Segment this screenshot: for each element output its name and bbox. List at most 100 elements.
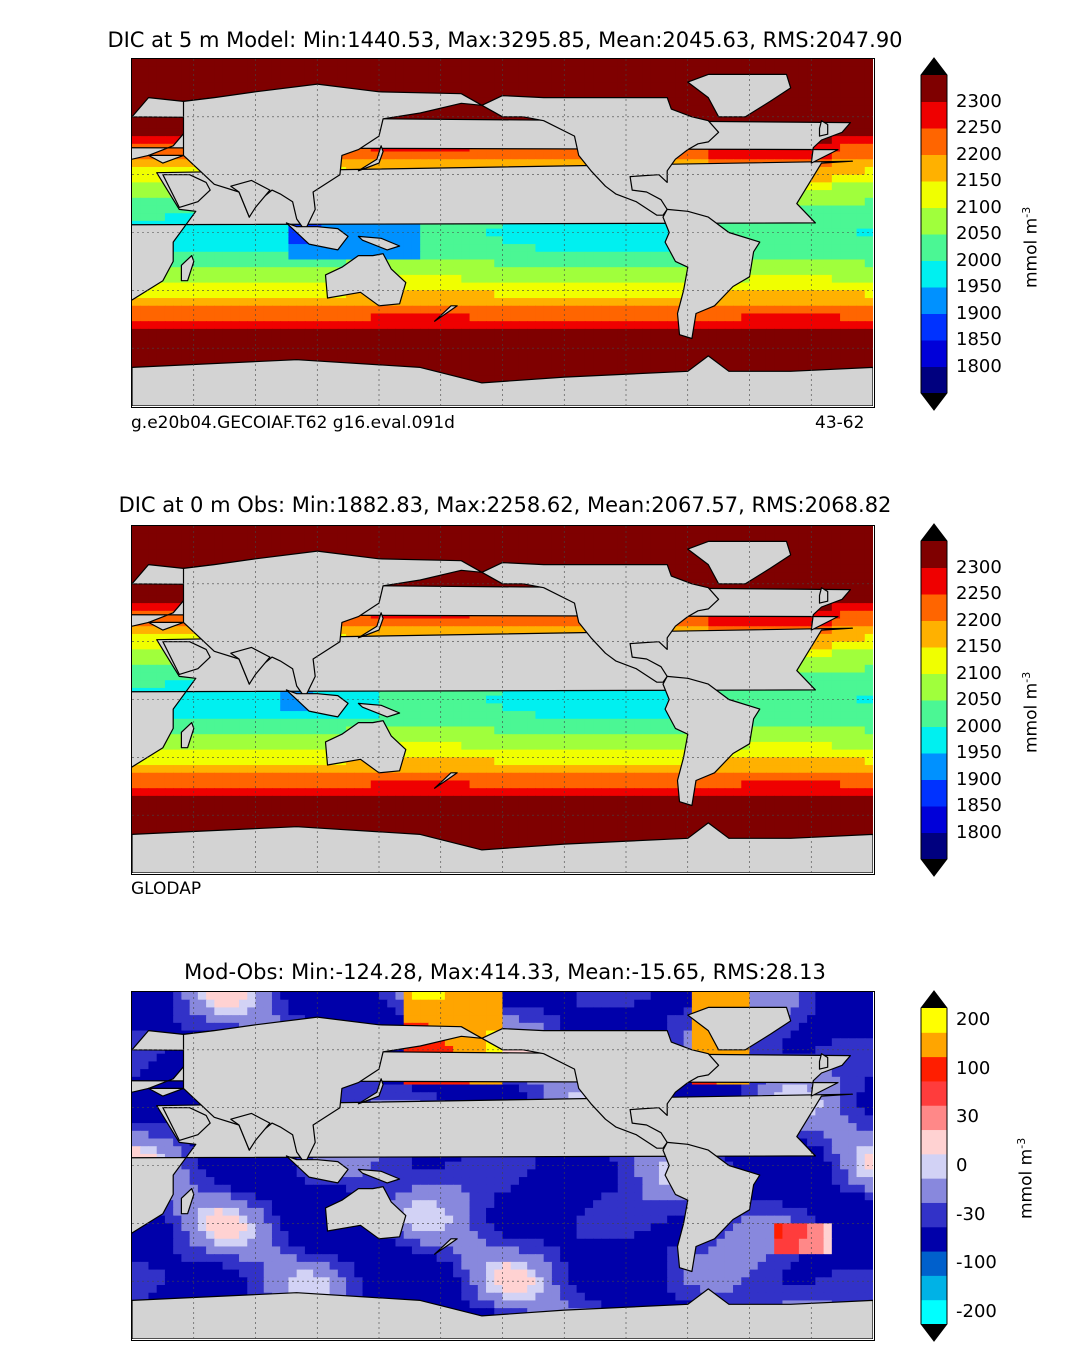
field-cell	[560, 259, 569, 268]
field-cell	[848, 213, 858, 222]
field-cell	[222, 549, 232, 558]
field-cell	[230, 66, 240, 76]
field-cell	[782, 328, 792, 338]
field-cell	[840, 228, 849, 237]
field-cell	[263, 82, 273, 91]
field-cell	[337, 336, 347, 345]
field-cell	[329, 321, 339, 330]
field-cell	[782, 305, 792, 315]
field-cell	[848, 220, 858, 230]
field-cell	[510, 526, 520, 535]
field-cell	[354, 313, 364, 322]
field-cell	[568, 352, 578, 361]
field-cell	[658, 236, 668, 245]
field-cell	[518, 305, 528, 315]
field-cell	[576, 305, 586, 315]
field-cell	[700, 112, 709, 122]
field-cell	[765, 579, 775, 589]
field-cell	[370, 305, 380, 315]
field-cell	[502, 298, 512, 307]
field-cell	[148, 174, 158, 183]
field-cell	[658, 220, 668, 230]
field-cell	[543, 321, 553, 330]
field-cell	[617, 267, 627, 276]
field-cell	[288, 274, 298, 284]
field-cell	[848, 274, 858, 284]
field-cell	[798, 298, 808, 307]
field-cell	[864, 282, 873, 291]
field-cell	[518, 82, 528, 91]
field-cell	[370, 533, 380, 543]
field-cell	[708, 352, 718, 361]
field-cell	[214, 274, 224, 284]
field-cell	[263, 321, 273, 330]
field-cell	[601, 220, 611, 230]
field-cell	[815, 328, 825, 338]
field-cell	[288, 244, 298, 253]
field-cell	[840, 166, 849, 176]
field-cell	[774, 274, 784, 284]
field-cell	[502, 313, 512, 322]
field-cell	[593, 267, 602, 276]
field-cell	[757, 328, 767, 338]
field-cell	[428, 259, 438, 268]
field-cell	[864, 190, 873, 199]
field-cell	[453, 151, 462, 160]
field-cell	[815, 66, 825, 76]
field-cell	[823, 105, 833, 114]
field-cell	[494, 359, 504, 369]
field-cell	[164, 282, 174, 291]
field-cell	[304, 251, 314, 261]
field-cell	[840, 549, 849, 558]
field-cell	[593, 89, 602, 99]
field-cell	[543, 274, 553, 284]
field-cell	[667, 359, 676, 369]
field-cell	[148, 89, 158, 99]
field-cell	[617, 244, 627, 253]
field-cell	[807, 197, 816, 207]
field-cell	[584, 549, 594, 558]
field-cell	[148, 321, 158, 330]
field-cell	[214, 533, 224, 543]
field-cell	[461, 82, 471, 91]
field-cell	[831, 244, 841, 253]
field-cell	[667, 549, 676, 558]
field-cell	[362, 244, 372, 253]
field-cell	[815, 82, 825, 91]
field-cell	[782, 526, 792, 535]
field-cell	[765, 313, 775, 322]
field-cell	[444, 274, 454, 284]
field-cell	[436, 282, 446, 291]
field-cell	[815, 274, 825, 284]
field-cell	[181, 305, 191, 315]
field-cell	[321, 313, 331, 322]
field-cell	[733, 151, 742, 160]
field-cell	[288, 313, 298, 322]
field-cell	[189, 352, 199, 361]
field-cell	[132, 526, 141, 535]
field-cell	[798, 267, 808, 276]
field-cell	[601, 533, 611, 543]
field-cell	[486, 533, 495, 543]
field-cell	[222, 236, 232, 245]
field-cell	[494, 267, 504, 276]
field-cell	[337, 533, 347, 543]
field-cell	[321, 305, 331, 315]
field-cell	[527, 290, 537, 299]
field-cell	[782, 89, 792, 99]
field-cell	[741, 352, 751, 361]
field-cell	[132, 564, 141, 573]
field-cell	[856, 120, 866, 129]
field-cell	[486, 151, 495, 160]
field-cell	[650, 328, 660, 338]
field-cell	[518, 533, 528, 543]
field-cell	[667, 352, 676, 361]
field-cell	[807, 244, 816, 253]
field-cell	[469, 305, 479, 315]
field-cell	[626, 313, 635, 322]
field-cell	[840, 321, 849, 330]
field-cell	[584, 282, 594, 291]
field-cell	[395, 352, 405, 361]
field-cell	[733, 290, 742, 299]
field-cell	[222, 228, 232, 237]
